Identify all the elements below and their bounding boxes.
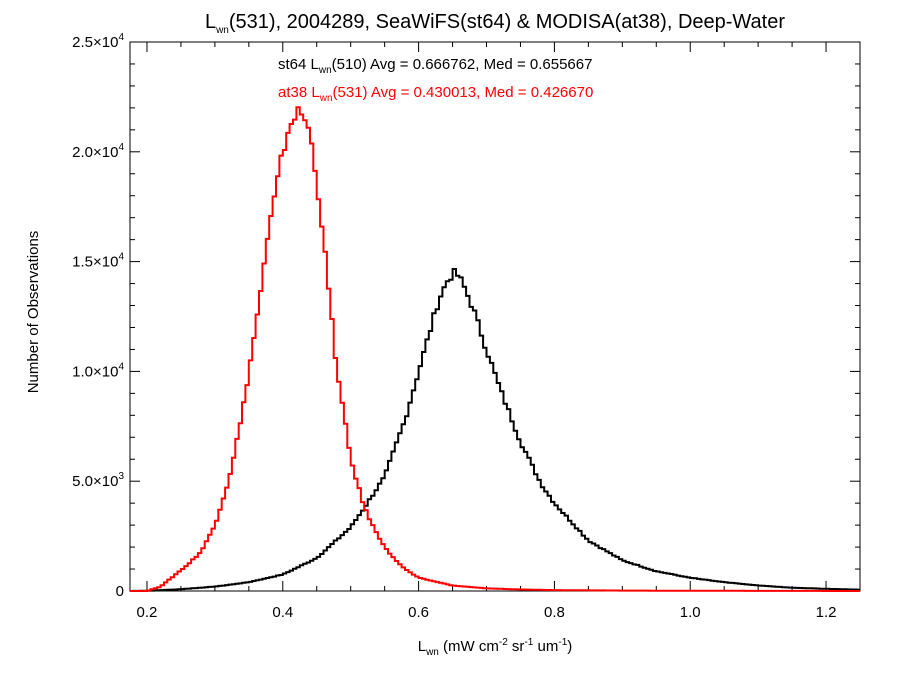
chart-title: Lwn(531), 2004289, SeaWiFS(st64) & MODIS…: [205, 11, 785, 36]
series-group: [130, 106, 860, 592]
y-tick-label: 1.5×104: [72, 252, 124, 271]
y-tick-label: 2.5×104: [72, 32, 124, 51]
series-at38-line: [130, 106, 860, 592]
x-tick-label: 0.2: [137, 604, 158, 621]
plot-frame: [129, 41, 861, 592]
x-tick-label: 1.0: [680, 604, 701, 621]
x-tick-label: 0.8: [544, 604, 565, 621]
y-axis-label: Number of Observations: [25, 231, 42, 394]
annotation-at38-stats: at38 Lwn(531) Avg = 0.430013, Med = 0.42…: [278, 84, 593, 104]
y-tick-label: 1.0×104: [72, 361, 124, 380]
y-tick-label: 2.0×104: [72, 142, 124, 161]
y-tick-label: 0: [116, 583, 124, 600]
x-tick-label: 0.4: [272, 604, 293, 621]
x-tick-label: 0.6: [408, 604, 429, 621]
axis-ticks: 0.2 0.4 0.6 0.8 1.0 1.2 0 5.0×103 1.0×104 1.5×104…: [72, 32, 861, 621]
annotation-st64-stats: st64 Lwn(510) Avg = 0.666762, Med = 0.65…: [278, 56, 592, 76]
series-st64-line: [130, 268, 860, 592]
y-tick-label: 5.0×103: [72, 471, 124, 490]
x-axis-label: Lwn (mW cm-2 sr-1 um-1): [418, 637, 573, 658]
x-tick-label: 1.2: [816, 604, 837, 621]
